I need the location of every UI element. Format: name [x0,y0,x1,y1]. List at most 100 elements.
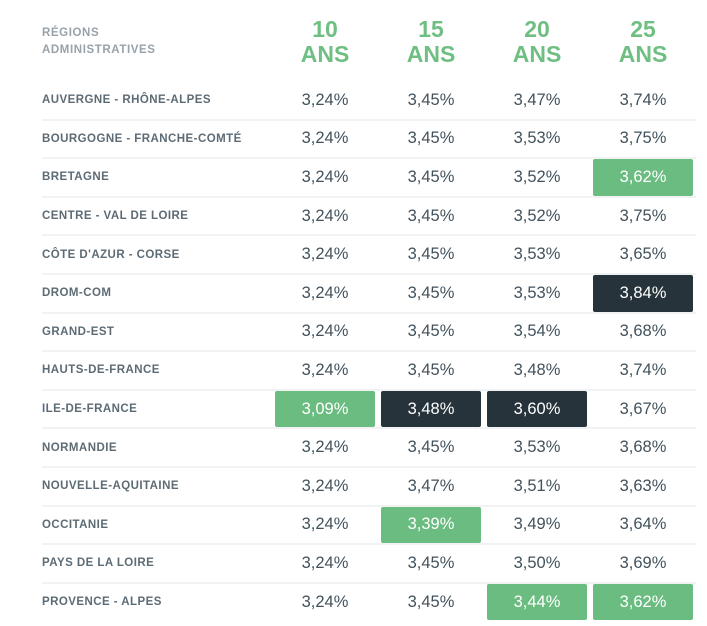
rate-cell-container: 3,65% [590,236,696,273]
rate-cell-container: 3,24% [272,429,378,466]
rate-cell: 3,45% [407,167,455,186]
region-cell: DROM-COM [42,275,272,312]
rate-cell: 3,45% [407,592,455,611]
rate-cell-container: 3,24% [272,275,378,312]
rate-cell-container: 3,47% [484,82,590,119]
rate-cell-container: 3,24% [272,159,378,196]
region-label: ILE-DE-FRANCE [42,403,138,416]
rate-cell: 3,45% [407,553,455,572]
region-label: GRAND-EST [42,325,115,338]
rate-cell-container: 3,53% [484,121,590,158]
rate-cell-container: 3,45% [378,236,484,273]
rate-cell-highlight-green: 3,62% [593,583,693,621]
rate-cell: 3,24% [301,322,349,341]
rate-cell: 3,45% [407,283,455,302]
rate-cell: 3,50% [513,553,561,572]
rate-cell: 3,24% [301,167,349,186]
rate-cell: 3,24% [301,438,349,457]
column-header-25-ans-number: 25 [630,16,656,43]
region-label: PAYS DE LA LOIRE [42,557,155,570]
rate-cell-container: 3,60% [484,390,590,428]
rate-cell: 3,74% [619,360,667,379]
column-header-15-ans-unit: ANS [406,41,456,67]
table-row: OCCITANIE 3,24% 3,39% 3,49% 3,64% [42,504,696,544]
rate-cell-container: 3,53% [484,429,590,466]
rate-cell: 3,68% [619,322,667,341]
region-cell: GRAND-EST [42,314,272,351]
rate-cell: 3,53% [513,438,561,457]
table-row: NORMANDIE 3,24% 3,45% 3,53% 3,68% [42,427,696,466]
rate-cell-container: 3,44% [484,583,590,621]
rate-cell: 3,47% [407,476,455,495]
rate-cell: 3,49% [513,515,561,534]
rate-cell: 3,45% [407,245,455,264]
rate-cell-container: 3,45% [378,352,484,389]
corner-header: RÉGIONS ADMINISTRATIVES [42,25,272,60]
rate-cell-container: 3,24% [272,198,378,235]
rate-cell-container: 3,64% [590,507,696,544]
column-header-25-ans: 25 ANS [590,17,696,67]
region-label: PROVENCE - ALPES [42,596,162,609]
rate-cell-container: 3,69% [590,545,696,582]
rate-cell-container: 3,50% [484,545,590,582]
column-header-20-ans: 20 ANS [484,17,590,67]
table-row: CENTRE - VAL DE LOIRE 3,24% 3,45% 3,52% 3,75… [42,195,696,235]
region-cell: HAUTS-DE-FRANCE [42,352,272,389]
rate-cell-container: 3,62% [590,159,696,196]
column-header-15-ans-number: 15 [418,16,444,43]
region-label: OCCITANIE [42,518,109,531]
region-label: BOURGOGNE - FRANCHE-COMTÉ [42,132,242,145]
rate-cell: 3,63% [619,476,667,495]
rate-cell-container: 3,09% [272,390,378,428]
rate-cell: 3,53% [513,245,561,264]
rate-cell: 3,75% [619,206,667,225]
rate-cell-container: 3,45% [378,584,484,621]
region-label: AUVERGNE - RHÔNE-ALPES [42,94,211,107]
rate-cell-container: 3,24% [272,352,378,389]
table-header: RÉGIONS ADMINISTRATIVES 10 ANS 15 ANS 20… [42,8,696,76]
table-row: CÔTE D'AZUR - CORSE 3,24% 3,45% 3,53% 3,65% [42,234,696,273]
rate-cell: 3,48% [513,360,561,379]
rate-cell: 3,24% [301,553,349,572]
corner-header-line1: RÉGIONS [42,26,100,39]
table-row: PROVENCE - ALPES 3,24% 3,45% 3,44% 3,62% [42,581,696,621]
rate-cell: 3,47% [513,90,561,109]
rate-cell-container: 3,52% [484,159,590,196]
region-label: HAUTS-DE-FRANCE [42,364,160,377]
rate-cell-container: 3,47% [378,468,484,505]
rate-cell-container: 3,74% [590,82,696,119]
rate-cell-container: 3,24% [272,314,378,351]
region-label: NOUVELLE-AQUITAINE [42,480,179,493]
table-row: PAYS DE LA LOIRE 3,24% 3,45% 3,50% 3,69% [42,543,696,582]
rate-cell-container: 3,45% [378,314,484,351]
rate-cell-container: 3,75% [590,121,696,158]
rate-cell: 3,64% [619,515,667,534]
rate-cell: 3,69% [619,553,667,572]
rate-cell-container: 3,45% [378,429,484,466]
column-header-10-ans-unit: ANS [300,41,350,67]
rate-cell-container: 3,62% [590,583,696,621]
rate-cell-container: 3,84% [590,274,696,312]
rate-cell-container: 3,52% [484,198,590,235]
column-header-15-ans: 15 ANS [378,17,484,67]
rate-cell: 3,45% [407,90,455,109]
rate-cell: 3,67% [619,399,667,418]
region-cell: BOURGOGNE - FRANCHE-COMTÉ [42,121,272,158]
table-row: DROM-COM 3,24% 3,45% 3,53% 3,84% [42,272,696,312]
rate-cell: 3,68% [619,438,667,457]
rate-cell-container: 3,67% [590,391,696,428]
rate-cell-highlight-green: 3,44% [487,583,587,621]
rate-cell: 3,45% [407,360,455,379]
region-cell: NORMANDIE [42,429,272,466]
rate-cell-container: 3,45% [378,82,484,119]
rate-cell-container: 3,24% [272,82,378,119]
region-cell: NOUVELLE-AQUITAINE [42,468,272,505]
rate-cell-container: 3,53% [484,275,590,312]
rate-cell-container: 3,24% [272,121,378,158]
rate-cell-highlight-green: 3,62% [593,159,693,196]
region-cell: CÔTE D'AZUR - CORSE [42,236,272,273]
rate-cell-highlight-green: 3,09% [275,390,375,428]
table-row: BOURGOGNE - FRANCHE-COMTÉ 3,24% 3,45% 3,53%… [42,118,696,158]
rate-cell-highlight-dark: 3,60% [487,390,587,428]
